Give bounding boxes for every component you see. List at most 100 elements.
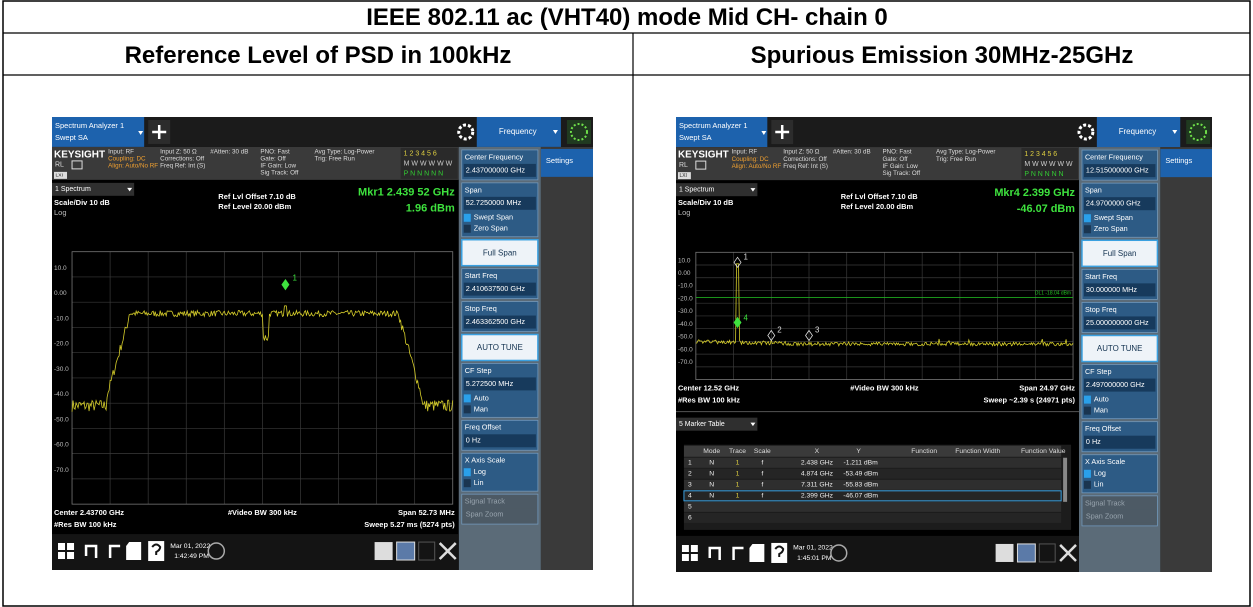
y-axis-label: -30.0 — [678, 308, 693, 315]
menu-tab: Frequency — [1119, 127, 1156, 136]
y-axis-label: -40.0 — [678, 321, 693, 328]
table-header: Mode — [703, 448, 720, 455]
gear-icon — [457, 123, 475, 141]
settings-tab-label: Settings — [1165, 156, 1192, 165]
table-cell: 2.438 GHz — [801, 460, 834, 467]
info-text: Avg Type: Log-Power — [936, 149, 995, 156]
softkey-option: Lin — [474, 478, 484, 487]
marker-diamond — [805, 329, 813, 342]
app-mode: Swept SA — [679, 133, 712, 142]
softkey-label: Stop Freq — [1085, 305, 1117, 314]
softkey-option: Swept Span — [1094, 213, 1133, 222]
ref-level: Ref Level 20.00 dBm — [218, 202, 291, 211]
softkey-value: 5.272500 MHz — [466, 379, 514, 388]
softkey-value-box — [463, 508, 536, 522]
softkey-option: Auto — [474, 393, 489, 402]
table-header: Function Width — [955, 448, 1000, 455]
info-text: Align: Auto/No RF — [108, 163, 158, 170]
info-text: Corrections: Off — [160, 156, 204, 163]
file-icon — [126, 542, 142, 561]
footer-text: #Video BW 300 kHz — [850, 384, 919, 393]
softkey-option: Man — [1094, 406, 1108, 415]
info-text: Gate: Off — [882, 156, 907, 163]
frequency-tab — [1096, 117, 1181, 148]
footer-text: Sweep 5.27 ms (5274 pts) — [364, 520, 455, 529]
table-cell: f — [761, 460, 763, 467]
dropdown-arrow — [138, 130, 144, 135]
dropdown-arrow — [1172, 130, 1178, 135]
app-name: Spectrum Analyzer 1 — [679, 121, 748, 130]
table-cell: f — [761, 471, 763, 478]
footer-text: Sweep ~2.39 s (24971 pts) — [983, 396, 1075, 405]
brand: KEYSIGHT — [678, 150, 729, 161]
info-text: Trig: Free Run — [936, 156, 976, 163]
side-panel — [1160, 147, 1212, 572]
marker-label: 1 — [743, 252, 748, 261]
trace-indicator: 1 2 3 4 5 6 — [1024, 151, 1057, 158]
softkey-option: Log — [1094, 469, 1106, 478]
option-indicator — [463, 213, 471, 222]
table-cell: -55.83 dBm — [843, 482, 878, 489]
redo-icon — [732, 546, 744, 560]
chat-icon — [830, 544, 848, 562]
table-row — [683, 457, 1062, 468]
softkey-value: 0 Hz — [1086, 437, 1101, 446]
softkey-label: Stop Freq — [465, 304, 497, 313]
softkey-value-box — [463, 196, 536, 210]
status-icon — [566, 119, 591, 144]
y-axis-label: 10.0 — [54, 265, 67, 272]
y-axis-label: 0.00 — [54, 290, 67, 297]
softkey-value-box — [1083, 509, 1156, 523]
touch-icon — [1016, 543, 1036, 563]
option-indicator — [1083, 395, 1091, 404]
softkey-value-box — [1083, 197, 1156, 211]
info-text: PNO: Fast — [260, 149, 290, 156]
display-line-label: DL1 -18.04 dBm — [1035, 291, 1071, 297]
ref-offset: Ref Lvl Offset 7.10 dB — [218, 192, 296, 201]
info-bar — [52, 146, 459, 180]
table-cell: 5 — [688, 504, 692, 511]
softkey-value: 2.410637500 GHz — [466, 284, 526, 293]
footer-text: #Res BW 100 kHz — [54, 520, 117, 529]
softkey-label: X Axis Scale — [1085, 457, 1125, 466]
softkey-value: Span Zoom — [466, 510, 504, 519]
scale-label: Scale/Div 10 dB — [54, 198, 110, 207]
keypad-icon — [995, 543, 1014, 562]
marker-label: 2 — [777, 326, 782, 335]
info-text: IF Gain: Low — [260, 163, 296, 170]
info-text: Input: RF — [732, 149, 758, 156]
status-burst — [569, 122, 588, 141]
table-cell: 4.874 GHz — [801, 471, 834, 478]
softkey-option: Log — [474, 467, 486, 476]
info-text: Freq Ref: Int (S) — [783, 163, 828, 170]
analyzer-screenshot: Spectrum Analyzer 1 Swept SA Frequency KEYS… — [52, 117, 593, 570]
softkey-value-box — [1083, 435, 1156, 449]
option-indicator — [1083, 469, 1091, 478]
table-header: Trace — [729, 448, 746, 455]
softkey-button-label: AUTO TUNE — [1097, 344, 1143, 353]
marker-label: 1 — [292, 274, 297, 283]
softkey-option: Zero Span — [474, 224, 508, 233]
settings-tab — [540, 148, 593, 177]
plus-icon — [152, 124, 167, 139]
info-text: Input Z: 50 Ω — [160, 149, 197, 156]
softkey-value-box — [463, 434, 536, 448]
softkey-label: Signal Track — [465, 497, 506, 506]
option-indicator — [463, 405, 471, 414]
marker-diamond — [281, 278, 290, 291]
info-text: Trig: Free Run — [314, 156, 355, 163]
table-cell: 2.399 GHz — [801, 493, 834, 500]
softkey-value: 2.437000000 GHz — [466, 165, 526, 174]
window-name: 1 Spectrum — [55, 186, 91, 193]
ref-level: Ref Level 20.00 dBm — [841, 202, 914, 211]
table-row — [683, 512, 1062, 523]
info-text: IF Gain: Low — [882, 163, 918, 170]
log-label: Log — [678, 208, 690, 217]
softkey-label: Center Frequency — [1085, 152, 1143, 161]
softkey-label: Freq Offset — [465, 423, 501, 432]
table-cell: 3 — [688, 482, 692, 489]
y-axis-label: -70.0 — [54, 467, 69, 474]
softkey-label: Center Frequency — [465, 152, 524, 161]
window-selector — [676, 417, 758, 431]
y-axis-label: -20.0 — [678, 295, 693, 302]
